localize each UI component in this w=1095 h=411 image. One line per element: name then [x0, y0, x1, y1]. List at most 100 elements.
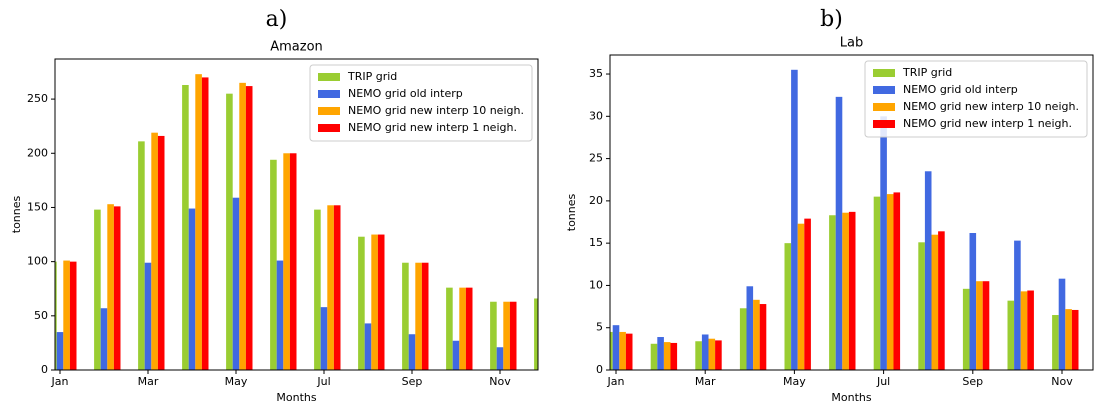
legend-swatch	[318, 124, 340, 132]
y-tick-label: 200	[27, 146, 48, 159]
legend-swatch	[873, 120, 895, 128]
x-tick-label: May	[783, 375, 806, 388]
bar	[195, 74, 202, 370]
legend-swatch	[318, 90, 340, 98]
bar	[695, 341, 702, 370]
bar	[1020, 291, 1028, 370]
bar	[415, 262, 422, 370]
bar	[232, 197, 240, 370]
bar	[625, 333, 633, 370]
bar	[1014, 240, 1021, 370]
bar	[364, 323, 372, 370]
bar	[612, 325, 620, 370]
bar	[541, 345, 548, 370]
legend: TRIP grid NEMO grid old interp NEMO grid n…	[309, 64, 533, 142]
bar	[1052, 315, 1059, 370]
y-tick-label: 15	[589, 236, 603, 249]
y-tick-label: 35	[589, 67, 603, 80]
bar	[55, 261, 57, 370]
y-tick-label: 30	[589, 109, 603, 122]
bar	[157, 135, 165, 370]
bar	[327, 205, 334, 370]
bar	[610, 331, 613, 370]
bar	[759, 304, 767, 370]
bar	[465, 287, 473, 370]
y-tick-label: 5	[596, 321, 603, 334]
bar	[377, 234, 385, 370]
bar	[94, 209, 101, 370]
bar	[107, 204, 114, 370]
bar	[1007, 300, 1015, 370]
bar	[554, 298, 561, 370]
bar	[503, 301, 510, 370]
y-axis-label: tonnes	[10, 195, 23, 233]
bar	[144, 262, 152, 370]
bar	[848, 211, 856, 370]
bar	[650, 343, 658, 370]
legend-label: NEMO grid old interp	[903, 83, 1018, 96]
chart-title: Lab	[840, 36, 863, 51]
bar	[408, 334, 416, 370]
bar	[924, 171, 932, 370]
bar	[663, 342, 671, 370]
bar	[496, 347, 504, 370]
bar	[314, 209, 321, 370]
bar	[534, 298, 538, 370]
legend-label: NEMO grid new interp 10 neigh.	[348, 104, 524, 117]
x-tick-label: Jan	[51, 375, 69, 388]
bar	[739, 308, 747, 370]
bar	[226, 93, 233, 370]
chart-title: Amazon	[270, 40, 323, 55]
bar	[982, 281, 990, 370]
bar	[358, 236, 365, 370]
bar	[1065, 309, 1072, 370]
bar	[320, 307, 328, 370]
y-tick-label: 50	[34, 309, 48, 322]
bar	[873, 196, 881, 370]
bar	[784, 243, 792, 370]
bar	[670, 342, 678, 370]
bar	[708, 338, 716, 370]
legend-label: NEMO grid old interp	[348, 87, 463, 100]
bar	[509, 301, 517, 370]
bar	[276, 260, 284, 370]
panel-label: a)	[266, 7, 288, 32]
bar	[182, 85, 189, 370]
y-tick-label: 250	[27, 92, 48, 105]
bar	[886, 194, 894, 370]
panel-label: b)	[820, 7, 843, 32]
bar	[201, 77, 209, 370]
x-tick-label: Jul	[876, 375, 890, 388]
x-tick-label: Jan	[607, 375, 625, 388]
x-tick-label: Mar	[138, 375, 159, 388]
bar	[547, 297, 554, 370]
bar	[829, 215, 836, 370]
x-tick-label: Mar	[695, 375, 716, 388]
bar	[138, 141, 145, 370]
x-tick-label: Sep	[402, 375, 423, 388]
bar	[63, 260, 70, 370]
legend-swatch	[873, 103, 895, 111]
legend-swatch	[318, 107, 340, 115]
y-tick-label: 10	[589, 278, 603, 291]
bar	[490, 301, 497, 370]
bar	[918, 242, 925, 370]
bar	[421, 262, 429, 370]
legend-label: NEMO grid new interp 1 neigh.	[903, 117, 1072, 130]
x-tick-label: Sep	[962, 375, 983, 388]
legend-box	[864, 60, 1088, 138]
y-tick-label: 150	[27, 200, 48, 213]
bar	[969, 233, 977, 370]
axes-frame	[54, 58, 539, 371]
x-axis-label: Months	[831, 391, 871, 404]
bar	[113, 206, 121, 370]
bar	[931, 234, 939, 370]
legend: TRIP grid NEMO grid old interp NEMO grid n…	[864, 60, 1088, 138]
bar	[69, 261, 77, 370]
bar	[1027, 290, 1034, 370]
x-tick-label: May	[225, 375, 248, 388]
legend-swatch	[318, 73, 340, 81]
bar	[446, 287, 453, 370]
axes-frame	[609, 54, 1094, 371]
